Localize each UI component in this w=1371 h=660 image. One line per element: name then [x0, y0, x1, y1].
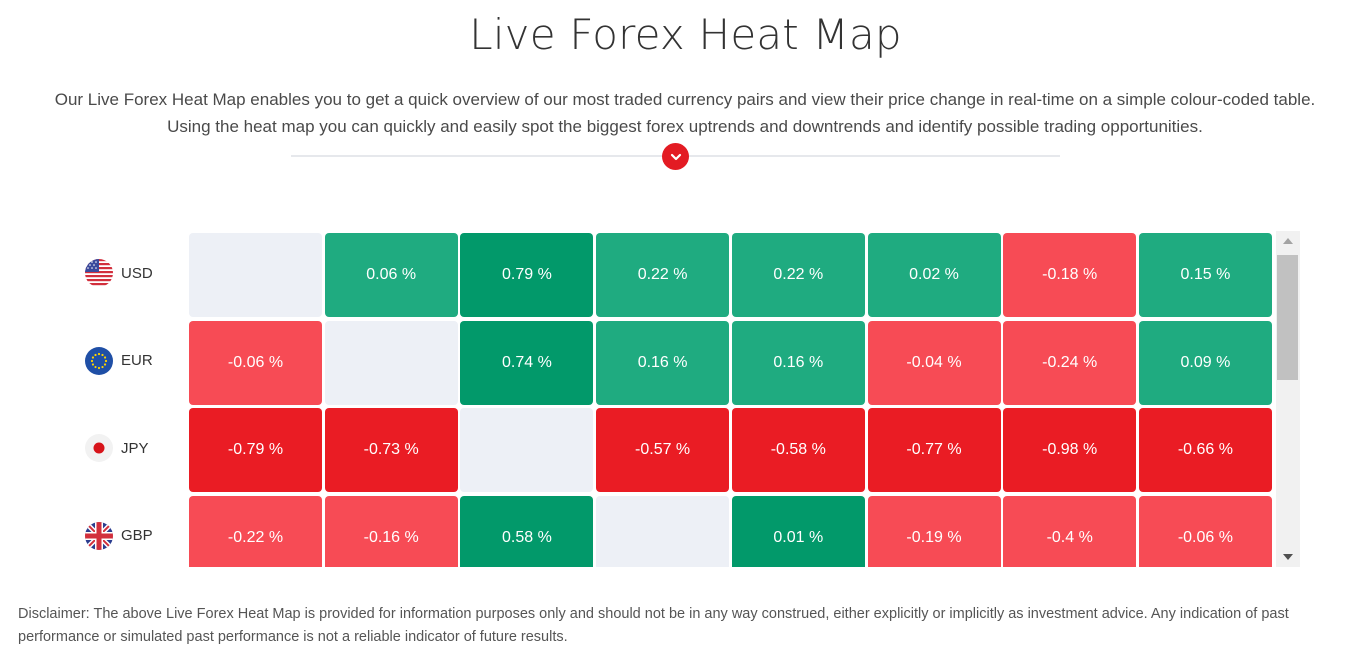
- currency-code: USD: [121, 264, 153, 282]
- heatmap-cell[interactable]: 0.06 %: [324, 233, 458, 317]
- heatmap-grid: USD 0.06 % 0.79 % 0.22 % 0.22 % 0.02 % -0.18 %…: [70, 231, 1300, 567]
- heatmap-cell[interactable]: 0.09 %: [1138, 320, 1272, 405]
- heatmap-cell[interactable]: -0.22 %: [189, 495, 322, 567]
- scroll-thumb[interactable]: [1277, 255, 1298, 380]
- heatmap-cell[interactable]: -0.57 %: [596, 408, 730, 492]
- heatmap-scrollbar[interactable]: [1276, 231, 1300, 567]
- chevron-down-icon: [670, 153, 681, 160]
- heatmap-cell[interactable]: -0.18 %: [1003, 233, 1137, 317]
- page-title: Live Forex Heat Map: [469, 10, 902, 59]
- heatmap-cell[interactable]: -0.06 %: [189, 320, 322, 405]
- heatmap-cell[interactable]: -0.79 %: [189, 408, 322, 492]
- heatmap-cell[interactable]: 0.79 %: [460, 233, 594, 317]
- heatmap-cell[interactable]: -0.04 %: [867, 320, 1001, 405]
- heatmap-cell[interactable]: -0.19 %: [867, 495, 1001, 567]
- heatmap-cell[interactable]: 0.58 %: [460, 495, 594, 567]
- heatmap-cell[interactable]: -0.4 %: [1003, 495, 1137, 567]
- heatmap-cell[interactable]: 0.16 %: [731, 320, 865, 405]
- gb-flag-icon: [85, 521, 113, 550]
- heatmap-cell[interactable]: 0.01 %: [731, 495, 865, 567]
- heatmap-cell[interactable]: -0.98 %: [1003, 408, 1137, 492]
- heatmap-cell: [189, 233, 322, 317]
- expand-button[interactable]: [662, 143, 689, 170]
- currency-code: EUR: [121, 352, 153, 369]
- heatmap-cell[interactable]: -0.06 %: [1138, 495, 1272, 567]
- heatmap-cell[interactable]: -0.66 %: [1138, 408, 1272, 492]
- heatmap-cell: [460, 408, 594, 492]
- scroll-up-arrow[interactable]: [1276, 231, 1300, 251]
- heatmap-cell: [596, 495, 730, 567]
- disclaimer: Disclaimer: The above Live Forex Heat Ma…: [18, 606, 1289, 645]
- row-label-jpy: JPY: [85, 433, 185, 463]
- heatmap-cell[interactable]: 0.74 %: [460, 320, 594, 405]
- us-flag-icon: [85, 259, 113, 287]
- heatmap-cell[interactable]: 0.16 %: [596, 320, 730, 405]
- currency-code: GBP: [121, 527, 153, 544]
- heatmap-cell: [324, 320, 458, 405]
- currency-code: JPY: [121, 439, 149, 457]
- intro-text: Our Live Forex Heat Map enables you to g…: [54, 90, 1316, 136]
- eu-flag-icon: [85, 346, 113, 375]
- row-label-eur: EUR: [85, 346, 185, 376]
- jp-flag-icon: [85, 434, 113, 462]
- heatmap-cell[interactable]: -0.77 %: [867, 408, 1001, 492]
- heatmap-cell[interactable]: -0.58 %: [731, 408, 865, 492]
- heatmap-cell[interactable]: 0.02 %: [867, 233, 1001, 317]
- heatmap-cell[interactable]: 0.22 %: [596, 233, 730, 317]
- heatmap-cell[interactable]: 0.22 %: [731, 233, 865, 317]
- row-label-gbp: GBP: [85, 521, 185, 551]
- heatmap-cell[interactable]: -0.16 %: [324, 495, 458, 567]
- scroll-down-arrow[interactable]: [1276, 547, 1300, 567]
- heatmap-cell[interactable]: -0.73 %: [324, 408, 458, 492]
- row-label-usd: USD: [85, 258, 185, 288]
- heatmap-cell[interactable]: 0.15 %: [1138, 233, 1272, 317]
- heatmap-cell[interactable]: -0.24 %: [1003, 320, 1137, 405]
